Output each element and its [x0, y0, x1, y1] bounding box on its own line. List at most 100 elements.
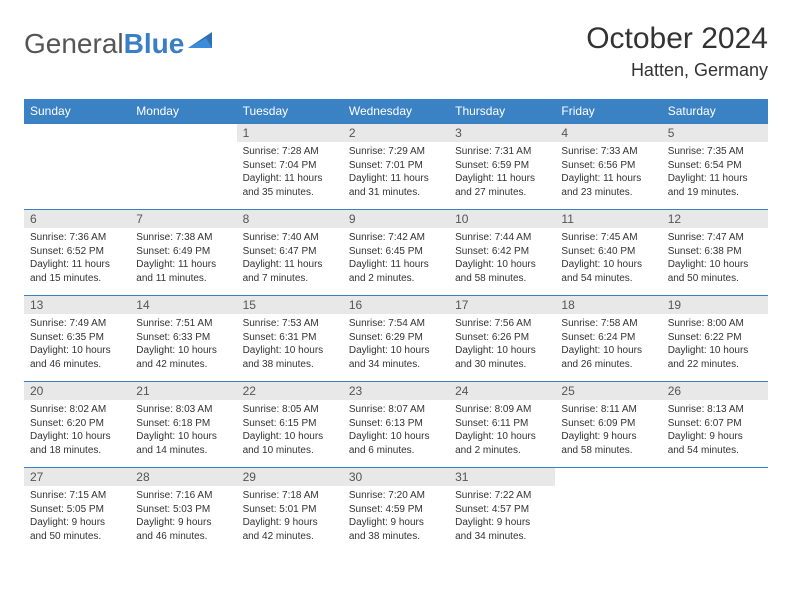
day-line: Sunset: 6:47 PM: [243, 245, 337, 259]
day-line: Sunset: 7:04 PM: [243, 159, 337, 173]
day-line: Sunrise: 7:53 AM: [243, 317, 337, 331]
day-line: Sunrise: 7:36 AM: [30, 231, 124, 245]
day-line: Sunset: 6:40 PM: [561, 245, 655, 259]
day-line: and 46 minutes.: [136, 530, 230, 544]
day-number: 19: [662, 296, 768, 314]
day-number: 14: [130, 296, 236, 314]
day-line: Daylight: 10 hours: [136, 430, 230, 444]
day-line: Sunrise: 8:07 AM: [349, 403, 443, 417]
day-line: Sunset: 7:01 PM: [349, 159, 443, 173]
day-body: Sunrise: 7:44 AMSunset: 6:42 PMDaylight:…: [449, 228, 555, 295]
calendar-cell: [130, 124, 236, 210]
day-line: Daylight: 10 hours: [455, 258, 549, 272]
day-line: Sunrise: 7:44 AM: [455, 231, 549, 245]
calendar-cell: [662, 468, 768, 554]
day-body: Sunrise: 7:53 AMSunset: 6:31 PMDaylight:…: [237, 314, 343, 381]
weekday-header: Wednesday: [343, 99, 449, 124]
day-body: Sunrise: 8:05 AMSunset: 6:15 PMDaylight:…: [237, 400, 343, 467]
day-line: Daylight: 10 hours: [561, 344, 655, 358]
day-number: 23: [343, 382, 449, 400]
day-body: Sunrise: 7:40 AMSunset: 6:47 PMDaylight:…: [237, 228, 343, 295]
day-line: Sunrise: 8:13 AM: [668, 403, 762, 417]
day-line: Sunset: 6:29 PM: [349, 331, 443, 345]
day-line: and 26 minutes.: [561, 358, 655, 372]
day-body: Sunrise: 8:02 AMSunset: 6:20 PMDaylight:…: [24, 400, 130, 467]
calendar-row: 6Sunrise: 7:36 AMSunset: 6:52 PMDaylight…: [24, 210, 768, 296]
calendar-cell: [555, 468, 661, 554]
day-line: Daylight: 10 hours: [243, 344, 337, 358]
day-line: and 58 minutes.: [455, 272, 549, 286]
day-number: 28: [130, 468, 236, 486]
calendar-cell: 25Sunrise: 8:11 AMSunset: 6:09 PMDayligh…: [555, 382, 661, 468]
day-line: and 34 minutes.: [455, 530, 549, 544]
weekday-header: Friday: [555, 99, 661, 124]
day-line: Daylight: 11 hours: [136, 258, 230, 272]
day-line: Daylight: 10 hours: [136, 344, 230, 358]
day-line: and 15 minutes.: [30, 272, 124, 286]
day-line: Sunrise: 7:16 AM: [136, 489, 230, 503]
day-line: Sunrise: 7:35 AM: [668, 145, 762, 159]
day-number: 5: [662, 124, 768, 142]
day-line: Sunrise: 7:28 AM: [243, 145, 337, 159]
day-line: Sunrise: 8:00 AM: [668, 317, 762, 331]
day-line: and 38 minutes.: [349, 530, 443, 544]
day-line: Sunset: 6:24 PM: [561, 331, 655, 345]
calendar-row: 1Sunrise: 7:28 AMSunset: 7:04 PMDaylight…: [24, 124, 768, 210]
calendar-cell: 19Sunrise: 8:00 AMSunset: 6:22 PMDayligh…: [662, 296, 768, 382]
calendar-cell: 6Sunrise: 7:36 AMSunset: 6:52 PMDaylight…: [24, 210, 130, 296]
day-line: Daylight: 11 hours: [455, 172, 549, 186]
day-line: and 38 minutes.: [243, 358, 337, 372]
calendar-cell: [24, 124, 130, 210]
calendar-cell: 29Sunrise: 7:18 AMSunset: 5:01 PMDayligh…: [237, 468, 343, 554]
day-body: Sunrise: 8:09 AMSunset: 6:11 PMDaylight:…: [449, 400, 555, 467]
day-line: Sunrise: 7:40 AM: [243, 231, 337, 245]
day-line: and 42 minutes.: [136, 358, 230, 372]
day-line: Daylight: 9 hours: [455, 516, 549, 530]
logo-word2: Blue: [124, 28, 185, 60]
day-line: Sunrise: 7:49 AM: [30, 317, 124, 331]
day-line: and 19 minutes.: [668, 186, 762, 200]
day-number: 7: [130, 210, 236, 228]
calendar-table: SundayMondayTuesdayWednesdayThursdayFrid…: [24, 99, 768, 553]
day-line: and 31 minutes.: [349, 186, 443, 200]
day-number: 3: [449, 124, 555, 142]
day-line: Daylight: 10 hours: [561, 258, 655, 272]
day-body: Sunrise: 7:49 AMSunset: 6:35 PMDaylight:…: [24, 314, 130, 381]
day-line: Sunrise: 7:38 AM: [136, 231, 230, 245]
day-line: Sunrise: 7:56 AM: [455, 317, 549, 331]
day-body: Sunrise: 7:28 AMSunset: 7:04 PMDaylight:…: [237, 142, 343, 209]
day-number: 10: [449, 210, 555, 228]
day-line: Daylight: 10 hours: [243, 430, 337, 444]
day-number: 21: [130, 382, 236, 400]
calendar-row: 20Sunrise: 8:02 AMSunset: 6:20 PMDayligh…: [24, 382, 768, 468]
day-line: and 22 minutes.: [668, 358, 762, 372]
day-line: Daylight: 11 hours: [668, 172, 762, 186]
day-line: Daylight: 10 hours: [30, 344, 124, 358]
day-line: Daylight: 11 hours: [243, 172, 337, 186]
calendar-cell: 7Sunrise: 7:38 AMSunset: 6:49 PMDaylight…: [130, 210, 236, 296]
day-body: Sunrise: 7:51 AMSunset: 6:33 PMDaylight:…: [130, 314, 236, 381]
day-line: Sunset: 4:59 PM: [349, 503, 443, 517]
calendar-cell: 18Sunrise: 7:58 AMSunset: 6:24 PMDayligh…: [555, 296, 661, 382]
day-line: and 54 minutes.: [561, 272, 655, 286]
day-number: 29: [237, 468, 343, 486]
day-number: 16: [343, 296, 449, 314]
day-body: Sunrise: 7:47 AMSunset: 6:38 PMDaylight:…: [662, 228, 768, 295]
day-line: Sunset: 6:13 PM: [349, 417, 443, 431]
calendar-cell: 27Sunrise: 7:15 AMSunset: 5:05 PMDayligh…: [24, 468, 130, 554]
day-line: and 35 minutes.: [243, 186, 337, 200]
day-body: Sunrise: 7:35 AMSunset: 6:54 PMDaylight:…: [662, 142, 768, 209]
day-line: Sunrise: 7:51 AM: [136, 317, 230, 331]
day-line: Daylight: 10 hours: [455, 344, 549, 358]
day-line: Daylight: 11 hours: [561, 172, 655, 186]
day-body: Sunrise: 7:56 AMSunset: 6:26 PMDaylight:…: [449, 314, 555, 381]
day-line: and 54 minutes.: [668, 444, 762, 458]
day-body: Sunrise: 7:54 AMSunset: 6:29 PMDaylight:…: [343, 314, 449, 381]
day-line: Sunrise: 7:31 AM: [455, 145, 549, 159]
day-line: Sunrise: 8:02 AM: [30, 403, 124, 417]
day-line: Daylight: 10 hours: [30, 430, 124, 444]
day-body: Sunrise: 8:11 AMSunset: 6:09 PMDaylight:…: [555, 400, 661, 467]
day-line: and 14 minutes.: [136, 444, 230, 458]
weekday-header: Saturday: [662, 99, 768, 124]
day-line: Daylight: 10 hours: [455, 430, 549, 444]
